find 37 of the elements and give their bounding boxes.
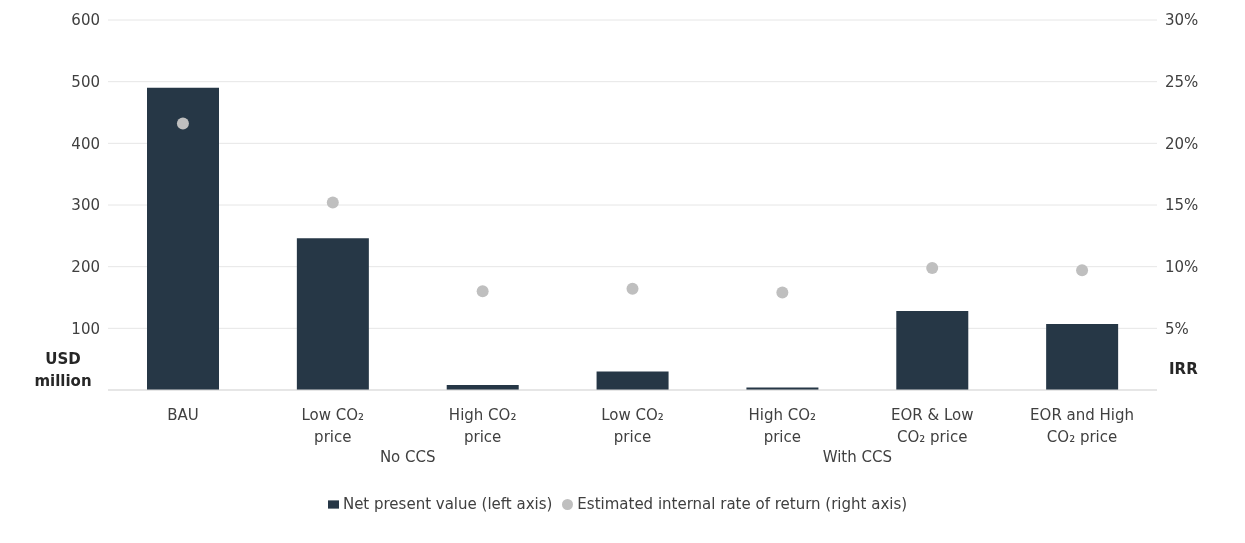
point — [1076, 264, 1089, 277]
bar — [1046, 324, 1119, 390]
x-tick-label: High CO₂ price — [748, 406, 817, 446]
y2-tick-label: 25% — [1165, 72, 1199, 91]
point — [326, 196, 339, 209]
y2-axis-title: IRR — [1169, 360, 1198, 378]
text: With CCS — [821, 448, 893, 466]
y-tick-label: 500 — [71, 72, 100, 91]
y-tick-label: 100 — [71, 319, 100, 338]
y2-tick-label: 20% — [1165, 134, 1199, 153]
legend-label: Estimated internal rate of return (right axis) — [577, 495, 908, 513]
legend-label: Net present value (left axis) — [342, 495, 553, 513]
x-tick-label: High CO₂ price — [448, 406, 517, 446]
bar — [296, 238, 369, 390]
y2-tick-label: 30% — [1165, 11, 1199, 30]
point — [926, 261, 939, 274]
y-axis-title: USD million — [33, 349, 93, 392]
y-tick-label: 600 — [71, 11, 100, 30]
y-tick-label: 200 — [71, 257, 100, 276]
bar — [147, 87, 219, 390]
x-tick-label: Low CO₂ price — [601, 406, 664, 446]
y-tick-label: 400 — [71, 134, 100, 153]
point — [176, 117, 189, 130]
x-tick-label: Low CO₂ price — [301, 406, 365, 446]
x-tick-label: EOR and High CO₂ price — [1030, 406, 1135, 446]
bar — [596, 371, 669, 390]
y2-tick-label: 10% — [1165, 257, 1199, 276]
point — [776, 286, 789, 299]
point — [476, 285, 489, 298]
point — [626, 282, 639, 295]
x-tick-label: BAU — [167, 406, 199, 424]
y-tick-label: 300 — [71, 196, 100, 215]
y2-tick-label: 5% — [1165, 319, 1189, 338]
text: No CCS — [378, 448, 437, 466]
bar — [896, 311, 969, 390]
x-tick-label: EOR & Low CO₂ price — [890, 406, 974, 446]
y2-tick-label: 15% — [1165, 196, 1199, 215]
